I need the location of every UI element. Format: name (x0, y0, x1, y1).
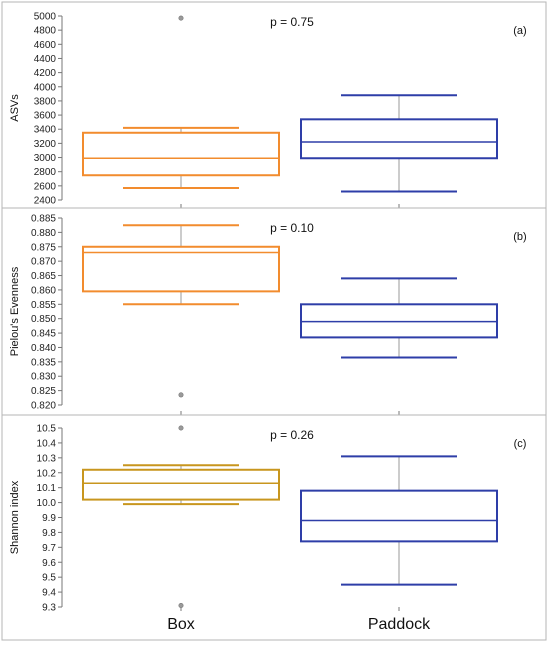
y-tick-label: 9.7 (42, 543, 56, 554)
y-tick-label: 3400 (34, 125, 57, 136)
p-value-label: p = 0.26 (270, 428, 314, 442)
y-tick-label: 2800 (34, 167, 57, 178)
y-axis-title: Pielou's Evenness (9, 266, 21, 356)
y-tick-label: 4200 (34, 68, 57, 79)
y-tick-label: 9.8 (42, 528, 56, 539)
outlier-point (178, 603, 184, 609)
y-tick-label: 9.9 (42, 513, 56, 524)
box-box (82, 15, 280, 189)
y-tick-label: 10.5 (37, 424, 57, 435)
box-paddock (300, 94, 498, 193)
y-axis-title: Shannon index (9, 480, 21, 554)
y-tick-label: 9.3 (42, 603, 56, 614)
x-label-box: Box (167, 616, 195, 633)
iqr-box (300, 118, 498, 160)
y-tick-label: 3200 (34, 139, 57, 150)
panels-group: 2400 2600 2800 3000 3200 3400 3600 3800 4000 4200… (2, 12, 546, 614)
y-tick-label: 3800 (34, 96, 57, 107)
y-tick-label: 10.3 (37, 453, 57, 464)
iqr-box (82, 131, 280, 177)
outlier-point (178, 425, 184, 431)
y-tick-label: 4800 (34, 26, 57, 37)
box-box (82, 425, 280, 609)
panel-2: 0.820 0.825 0.830 0.835 0.840 0.845 0.850 0.855… (2, 207, 546, 415)
iqr-box (300, 489, 498, 543)
iqr-box (82, 245, 280, 293)
y-tick-label: 9.4 (42, 588, 56, 599)
y-tick-label: 0.880 (31, 228, 56, 239)
y-tick-label: 10.2 (37, 468, 57, 479)
y-tick-label: 0.860 (31, 285, 56, 296)
y-tick-label: 0.875 (31, 242, 56, 253)
y-tick-label: 9.5 (42, 573, 56, 584)
iqr-box (82, 468, 280, 501)
y-tick-label: 0.850 (31, 314, 56, 325)
panel-tag: (a) (513, 25, 526, 37)
y-tick-label: 4400 (34, 54, 57, 65)
box-paddock (300, 455, 498, 586)
y-tick-label: 2600 (34, 181, 57, 192)
y-tick-label: 0.865 (31, 271, 56, 282)
y-tick-label: 3600 (34, 111, 57, 122)
y-tick-label: 0.855 (31, 300, 56, 311)
outlier-point (178, 15, 184, 21)
y-tick-label: 0.885 (31, 214, 56, 225)
y-tick-label: 0.870 (31, 257, 56, 268)
p-value-label: p = 0.75 (270, 15, 314, 29)
y-tick-label: 10.1 (37, 483, 57, 494)
y-tick-label: 10.4 (37, 438, 57, 449)
outlier-point (178, 392, 184, 398)
y-tick-label: 5000 (34, 12, 57, 23)
panel-1: 2400 2600 2800 3000 3200 3400 3600 3800 4000 4200… (9, 12, 527, 208)
y-tick-label: 0.845 (31, 329, 56, 340)
x-category-labels: Box Paddock (167, 616, 431, 633)
y-tick-label: 0.840 (31, 343, 56, 354)
y-tick-label: 0.830 (31, 372, 56, 383)
x-label-paddock: Paddock (368, 616, 431, 633)
panel-tag: (c) (514, 438, 527, 450)
y-tick-label: 10.0 (37, 498, 57, 509)
y-tick-label: 9.6 (42, 558, 56, 569)
panel-3: 9.3 9.4 9.5 9.6 9.7 9.8 9.9 10.0 10.1 10.2 10.3 10.… (2, 414, 546, 614)
p-value-label: p = 0.10 (270, 221, 314, 235)
y-axis-title: ASVs (9, 94, 21, 122)
y-tick-label: 4600 (34, 40, 57, 51)
y-tick-label: 0.820 (31, 401, 56, 412)
box-paddock (300, 277, 498, 359)
y-tick-label: 2400 (34, 196, 57, 207)
y-tick-label: 0.835 (31, 357, 56, 368)
y-tick-label: 4000 (34, 82, 57, 93)
y-tick-label: 0.825 (31, 386, 56, 397)
y-tick-label: 3000 (34, 153, 57, 164)
panel-tag: (b) (513, 231, 526, 243)
box-box (82, 224, 280, 398)
